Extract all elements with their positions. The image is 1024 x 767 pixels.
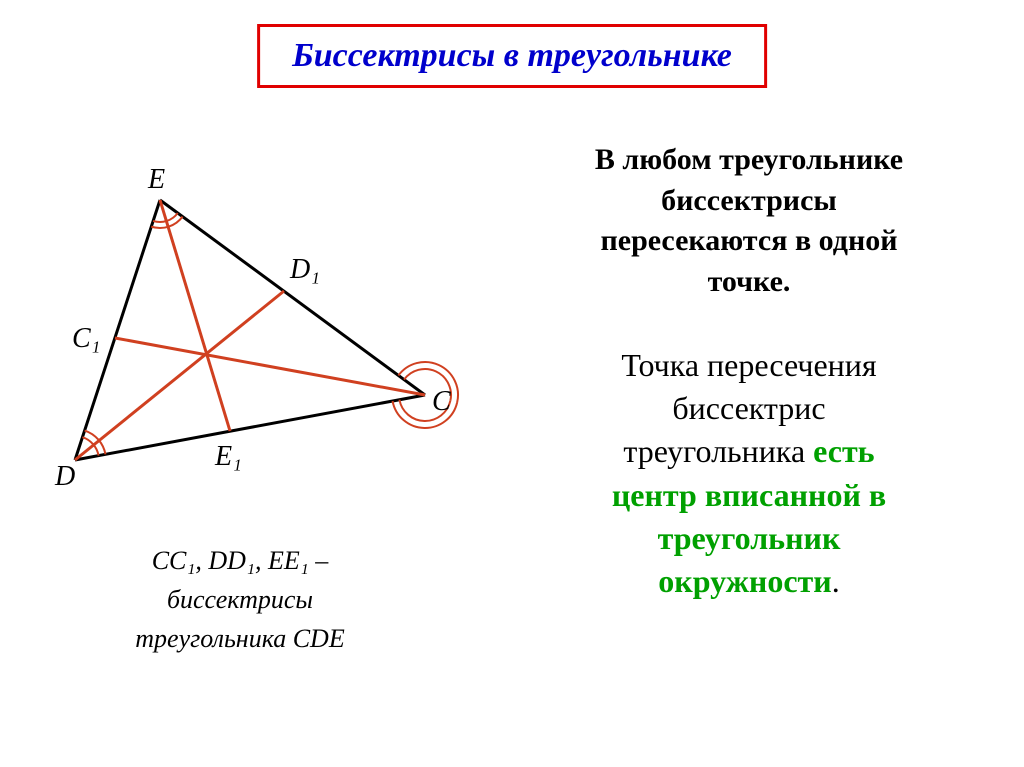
p1-l3: пересекаются в одной bbox=[600, 224, 897, 257]
diagram-caption: CC₁, DD₁, EE₁ – биссектрисы треугольника… bbox=[20, 541, 460, 658]
label-C1: C₁ bbox=[72, 323, 100, 354]
angle-mark-E bbox=[153, 221, 167, 222]
angle-mark-D bbox=[98, 440, 105, 455]
page-title: Биссектрисы в треугольнике bbox=[292, 37, 732, 74]
bisector-CC1 bbox=[115, 338, 425, 395]
angle-mark-E bbox=[167, 213, 178, 221]
angle-mark-D bbox=[82, 437, 93, 444]
p1-l1: В любом треугольнике bbox=[595, 143, 903, 176]
p2-l4: центр вписанной в bbox=[612, 477, 886, 513]
p2-l1: Точка пересечения bbox=[621, 347, 876, 383]
p1-l4: точке. bbox=[708, 265, 791, 298]
p2-l3b: есть bbox=[813, 433, 874, 469]
p2-l3a: треугольника bbox=[623, 433, 813, 469]
bisector-DD1 bbox=[75, 291, 284, 460]
caption-line3: треугольника CDE bbox=[20, 619, 460, 658]
side-EC bbox=[160, 200, 425, 395]
angle-mark-E bbox=[151, 227, 168, 228]
title-box: Биссектрисы в треугольнике bbox=[257, 24, 767, 88]
p2-l2: биссектрис bbox=[672, 390, 825, 426]
p2-l5: треугольник bbox=[658, 520, 841, 556]
label-C: C bbox=[432, 386, 451, 417]
caption-line2: биссектрисы bbox=[20, 580, 460, 619]
p2-period: . bbox=[832, 563, 840, 599]
p1-l2: биссектрисы bbox=[661, 184, 837, 217]
paragraph-incenter: Точка пересечения биссектрис треугольник… bbox=[504, 344, 994, 603]
side-CD bbox=[75, 395, 425, 460]
label-E1: E₁ bbox=[214, 441, 242, 472]
label-E: E bbox=[147, 164, 165, 195]
angle-mark-E bbox=[169, 217, 183, 227]
angle-mark-D bbox=[93, 444, 99, 455]
paragraph-theorem: В любом треугольнике биссектрисы пересек… bbox=[504, 140, 994, 302]
caption-line1: CC₁, DD₁, EE₁ – bbox=[20, 541, 460, 580]
p2-l6: окружности bbox=[658, 563, 831, 599]
bisector-EE1 bbox=[160, 200, 230, 431]
diagram-area: E D₁ C E₁ D C₁ CC₁, DD₁, EE₁ – биссектрисы тр… bbox=[20, 130, 460, 690]
label-D1: D₁ bbox=[289, 254, 320, 285]
text-area: В любом треугольнике биссектрисы пересек… bbox=[504, 140, 994, 645]
triangle-diagram: E D₁ C E₁ D C₁ bbox=[20, 130, 460, 530]
label-D: D bbox=[54, 461, 75, 492]
